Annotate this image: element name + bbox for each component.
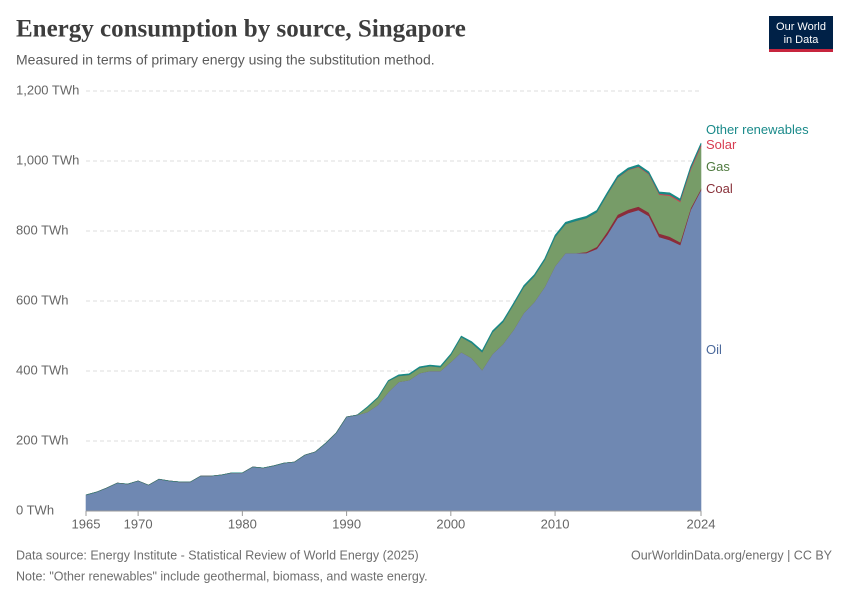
legend-label: Gas: [706, 159, 730, 174]
credit[interactable]: OurWorldinData.org/energy | CC BY: [631, 548, 833, 562]
note: Note: "Other renewables" include geother…: [16, 569, 428, 583]
area: [85, 189, 702, 512]
x-tick-label: 1980: [228, 516, 257, 531]
source: Data source: Energy Institute - Statisti…: [16, 548, 419, 562]
legend-label: Other renewables: [706, 122, 809, 137]
x-tick-label: 2010: [541, 516, 570, 531]
x-tick-label: 1965: [72, 516, 101, 531]
legend-label: Oil: [706, 342, 722, 357]
y-tick-label: 400 TWh: [16, 362, 69, 377]
x-tick-label: 1970: [124, 516, 153, 531]
y-tick-label: 600 TWh: [16, 292, 69, 307]
y-tick-label: 0 TWh: [16, 502, 54, 517]
area: [85, 142, 702, 496]
y-tick-label: 1,200 TWh: [16, 82, 79, 97]
logo-text: Our World: [776, 21, 826, 33]
legend-label: Solar: [706, 137, 737, 152]
chart-subtitle: Measured in terms of primary energy usin…: [16, 52, 435, 68]
logo[interactable]: [769, 16, 833, 52]
y-tick-label: 1,000 TWh: [16, 152, 79, 167]
y-tick-label: 800 TWh: [16, 222, 69, 237]
x-tick-label: 2000: [436, 516, 465, 531]
x-tick-label: 2024: [687, 516, 716, 531]
logo-bar: [769, 49, 833, 52]
legend-label: Coal: [706, 181, 733, 196]
x-tick-label: 1990: [332, 516, 361, 531]
logo-text: in Data: [784, 34, 820, 46]
chart-title: Energy consumption by source, Singapore: [16, 16, 466, 43]
y-tick-label: 200 TWh: [16, 432, 69, 447]
